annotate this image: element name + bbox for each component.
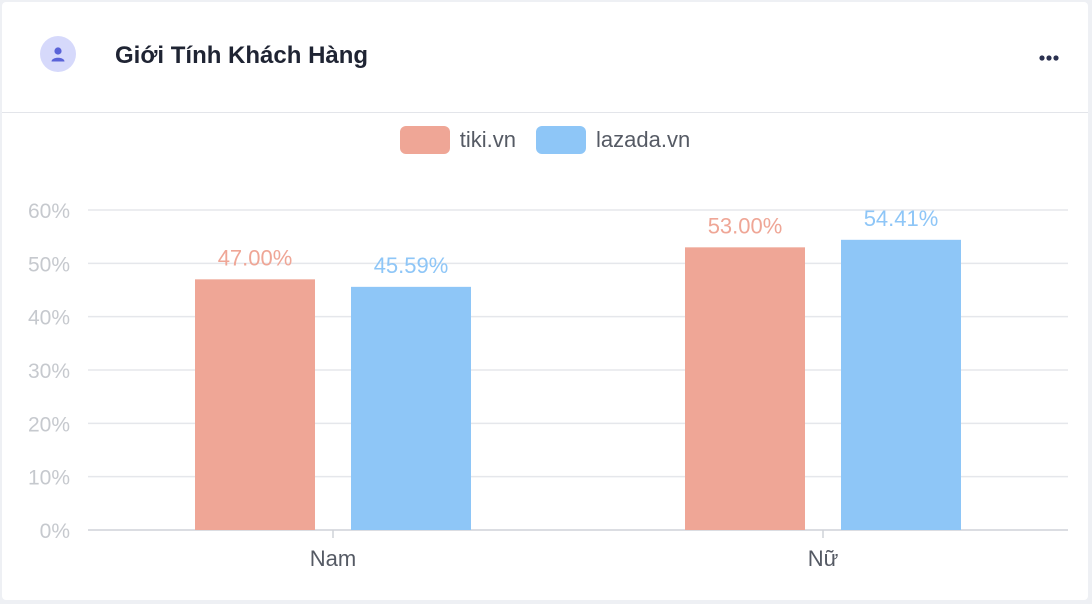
data-label: 53.00% — [708, 213, 783, 238]
chart-legend: tiki.vn lazada.vn — [2, 124, 1088, 156]
legend-label-tiki: tiki.vn — [459, 127, 517, 152]
legend-label-lazada: lazada.vn — [596, 127, 691, 152]
data-label: 54.41% — [864, 206, 939, 231]
x-tick-label: Nữ — [808, 546, 839, 571]
card-title: Giới Tính Khách Hàng — [115, 42, 369, 69]
more-horizontal-icon[interactable] — [1036, 46, 1062, 66]
legend-swatch-lazada — [536, 126, 587, 154]
y-tick-label: 0% — [40, 520, 70, 543]
legend-swatch-tiki — [399, 126, 450, 154]
y-tick-label: 30% — [28, 360, 70, 383]
data-label: 47.00% — [218, 245, 293, 270]
y-tick-label: 60% — [28, 200, 70, 223]
data-label: 45.59% — [374, 253, 449, 278]
bar — [685, 247, 805, 531]
legend-item-lazada[interactable]: lazada.vn — [536, 126, 690, 154]
bar — [841, 239, 961, 530]
x-tick-label: Nam — [310, 546, 356, 571]
card-header: Giới Tính Khách Hàng — [2, 2, 1088, 113]
y-tick-label: 40% — [28, 307, 70, 330]
bar — [195, 279, 315, 530]
bar — [351, 286, 471, 530]
y-tick-label: 50% — [28, 253, 70, 276]
legend-item-tiki[interactable]: tiki.vn — [399, 126, 517, 154]
y-tick-label: 20% — [28, 413, 70, 436]
user-icon — [40, 36, 76, 72]
y-tick-label: 10% — [28, 467, 70, 490]
